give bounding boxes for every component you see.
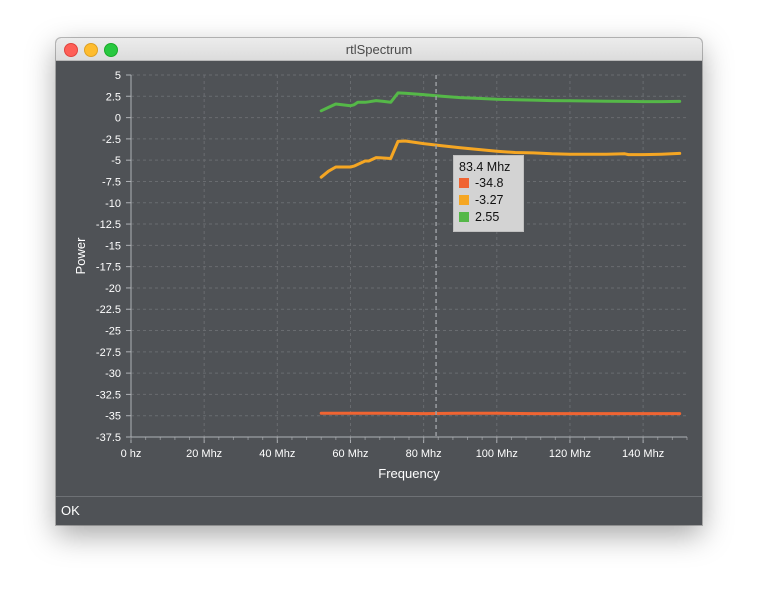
minimize-window-button[interactable] xyxy=(84,43,98,57)
x-axis-label: Frequency xyxy=(378,466,440,481)
y-tick-label: -7.5 xyxy=(102,176,121,188)
x-tick-label: 20 Mhz xyxy=(186,448,222,460)
grid xyxy=(130,74,687,438)
tooltip-value: -34.8 xyxy=(475,176,504,190)
spectrum-chart[interactable]: 5 2.5 0 -2.5 -5 -7.5 -10 -12.5 -15 -17.5 -20 -22.5 -… xyxy=(56,60,702,496)
tooltip-swatch xyxy=(459,212,469,222)
series xyxy=(319,91,682,416)
status-bar: OK xyxy=(56,496,702,525)
y-tick-label: -37.5 xyxy=(96,432,121,444)
y-tick-label: -15 xyxy=(105,240,121,252)
series-line xyxy=(319,91,682,113)
y-tick-label: -12.5 xyxy=(96,219,121,231)
y-tick-label: 5 xyxy=(115,70,121,82)
y-tick-label: -32.5 xyxy=(96,389,121,401)
y-tick-label: -35 xyxy=(105,411,121,423)
x-tick-label: 140 Mhz xyxy=(622,448,664,460)
window-title: rtlSpectrum xyxy=(345,42,413,57)
y-tick-label: -2.5 xyxy=(102,134,121,146)
tooltip-frequency: 83.4 Mhz xyxy=(459,160,511,174)
app-window: rtlSpectrum 5 2.5 0 -2.5 -5 -7.5 -10 -12.5 -15 -1… xyxy=(56,38,702,525)
y-tick-label: 2.5 xyxy=(106,91,121,103)
y-tick-label: -20 xyxy=(105,283,121,295)
y-tick-label: -5 xyxy=(111,155,121,167)
tooltip-value: -3.27 xyxy=(475,193,504,207)
tooltip-swatch xyxy=(459,195,469,205)
zoom-window-button[interactable] xyxy=(104,43,118,57)
x-tick-label: 0 hz xyxy=(121,448,142,460)
tooltip-swatch xyxy=(459,178,469,188)
x-tick-label: 120 Mhz xyxy=(549,448,591,460)
title-bar[interactable]: rtlSpectrum xyxy=(56,38,702,61)
x-tick-label: 40 Mhz xyxy=(259,448,295,460)
series-line xyxy=(319,139,682,179)
x-tick-label: 60 Mhz xyxy=(332,448,368,460)
y-tick-label: -30 xyxy=(105,368,121,380)
y-tick-label: -22.5 xyxy=(96,304,121,316)
y-tick-label: -17.5 xyxy=(96,262,121,274)
y-tick-label: 0 xyxy=(115,113,121,125)
x-tick-label: 80 Mhz xyxy=(406,448,442,460)
y-tick-label: -25 xyxy=(105,326,121,338)
close-window-button[interactable] xyxy=(64,43,78,57)
y-axis-label: Power xyxy=(73,237,88,275)
tooltip-value: 2.55 xyxy=(475,210,500,224)
status-text: OK xyxy=(61,503,80,518)
y-tick-label: -10 xyxy=(105,198,121,210)
y-tick-label: -27.5 xyxy=(96,347,121,359)
x-tick-label: 100 Mhz xyxy=(476,448,518,460)
axes: 5 2.5 0 -2.5 -5 -7.5 -10 -12.5 -15 -17.5 -20 -22.5 -… xyxy=(96,70,688,460)
hover-tooltip: 83.4 Mhz -34.8 -3.27 2.55 xyxy=(453,155,524,232)
